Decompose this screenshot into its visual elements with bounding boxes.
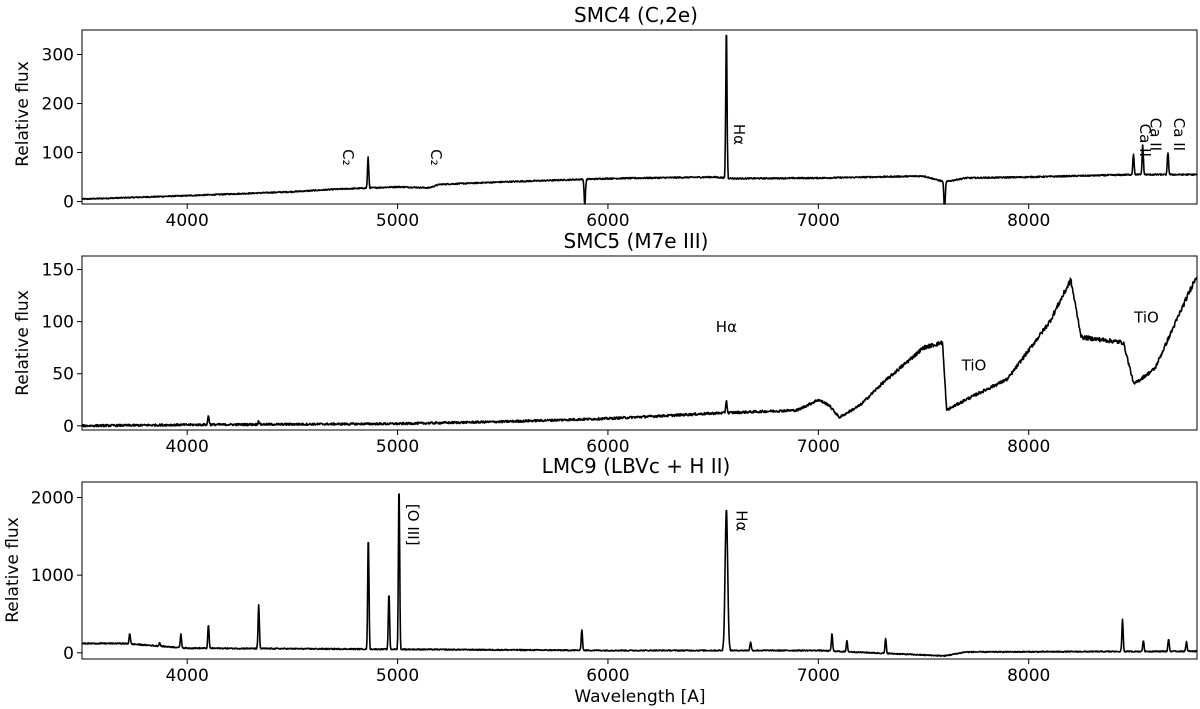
ticks: 4000 5000 6000 7000 8000 0 100 200 300	[42, 46, 1051, 231]
x-tick-label: 6000	[586, 211, 629, 231]
y-axis-label: Relative flux	[13, 61, 33, 167]
y-tick-label: 50	[52, 365, 74, 385]
x-tick-label: 5000	[376, 211, 419, 231]
line-annotation: C₂	[427, 149, 445, 166]
line-annotation: TiO	[1133, 309, 1159, 327]
x-tick-label: 4000	[166, 666, 209, 686]
annotations: Hα TiO TiO	[716, 309, 1159, 375]
y-tick-label: 100	[42, 313, 74, 333]
line-annotation: Ca II	[1147, 118, 1165, 151]
plot-frame	[81, 255, 1198, 431]
y-tick-label: 1000	[31, 566, 74, 586]
panel-title: SMC5 (M7e III)	[564, 229, 709, 253]
line-annotation: Hα	[730, 124, 748, 145]
x-tick-label: 7000	[797, 666, 840, 686]
y-tick-label: 0	[63, 417, 74, 437]
y-tick-label: 0	[63, 644, 74, 664]
y-tick-label: 100	[42, 144, 74, 164]
y-tick-label: 200	[42, 95, 74, 115]
line-annotation: C₂	[339, 149, 357, 166]
plot-frame	[81, 481, 1198, 660]
x-tick-label: 8000	[1007, 437, 1050, 457]
x-tick-label: 5000	[376, 437, 419, 457]
spectrum-line	[81, 276, 1198, 428]
line-annotation: Hα	[716, 318, 737, 336]
panel-title: LMC9 (LBVc + H II)	[542, 454, 731, 478]
spectrum-line	[81, 34, 1198, 205]
annotations: [O III] Hα	[404, 504, 750, 546]
y-axis-label: Relative flux	[13, 290, 33, 396]
x-tick-label: 4000	[166, 211, 209, 231]
y-tick-label: 0	[63, 193, 74, 213]
panel-title: SMC4 (C,2e)	[574, 3, 698, 27]
x-tick-label: 4000	[166, 437, 209, 457]
line-annotation: Hα	[732, 510, 750, 531]
x-tick-label: 7000	[797, 437, 840, 457]
ticks: 4000 5000 6000 7000 8000 0 1000 2000	[31, 489, 1051, 686]
line-annotation: [O III]	[404, 504, 422, 546]
ticks: 4000 5000 6000 7000 8000 0 50 100 150	[42, 261, 1051, 457]
x-tick-label: 8000	[1007, 666, 1050, 686]
y-axis-label: Relative flux	[3, 517, 23, 623]
plot-frame	[81, 29, 1198, 205]
line-annotation: Ca II	[1136, 124, 1154, 157]
panel-smc5: SMC5 (M7e III) Relative flux 4000 5000 600…	[13, 229, 1198, 457]
x-tick-label: 6000	[586, 437, 629, 457]
x-axis-label: Wavelength [A]	[574, 687, 705, 707]
x-tick-label: 6000	[586, 666, 629, 686]
y-tick-label: 2000	[31, 489, 74, 509]
y-tick-label: 300	[42, 46, 74, 66]
x-tick-label: 5000	[376, 666, 419, 686]
spectrum-line	[81, 493, 1198, 658]
x-tick-label: 7000	[797, 211, 840, 231]
panel-lmc9: LMC9 (LBVc + H II) Relative flux 4000 500…	[3, 454, 1198, 707]
x-tick-label: 8000	[1007, 211, 1050, 231]
y-tick-label: 150	[42, 261, 74, 281]
line-annotation: Ca II	[1170, 118, 1188, 151]
panel-smc4: SMC4 (C,2e) Relative flux 4000 5000 6000 70…	[13, 3, 1198, 231]
line-annotation: TiO	[961, 357, 987, 375]
